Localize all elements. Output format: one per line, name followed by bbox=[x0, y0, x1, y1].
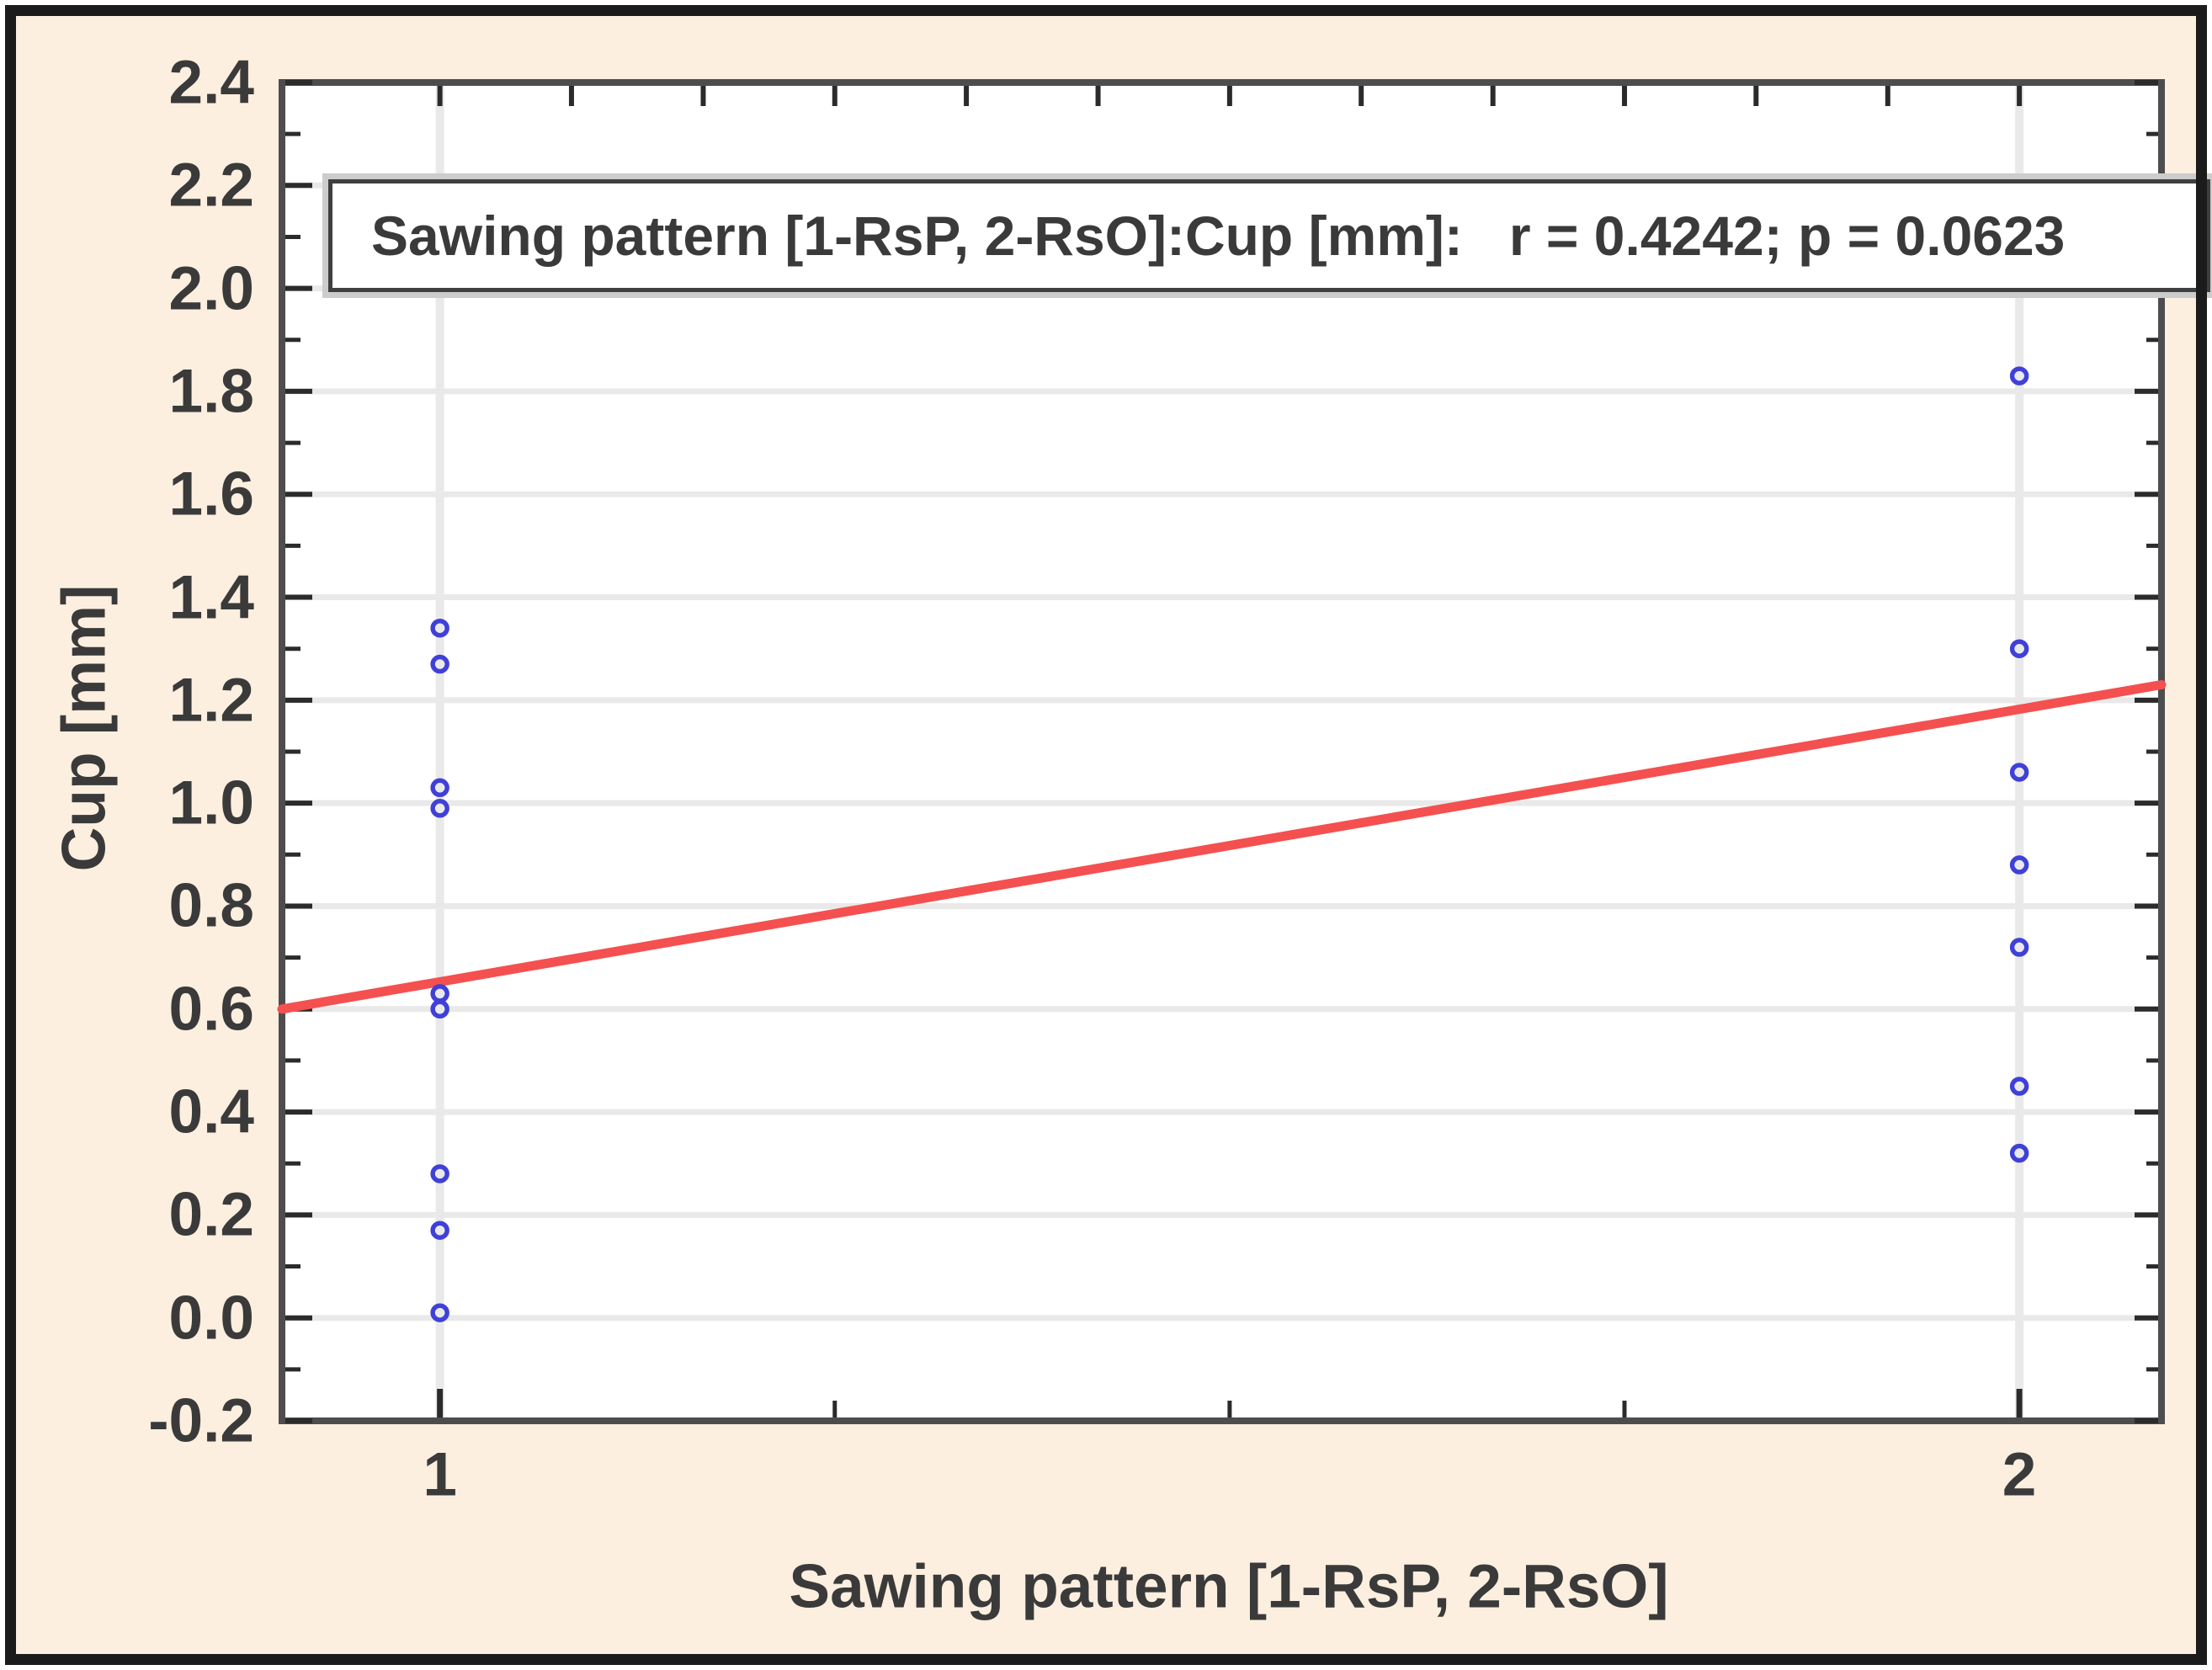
plot-area bbox=[279, 79, 2165, 1424]
data-point bbox=[2009, 938, 2029, 957]
y-tick-label: 0.6 bbox=[168, 975, 254, 1044]
y-axis-title: Cup [mm] bbox=[50, 584, 119, 872]
data-point bbox=[2009, 1143, 2029, 1163]
x-tick-label: 2 bbox=[2002, 1440, 2037, 1509]
data-point bbox=[430, 618, 449, 638]
data-point bbox=[2009, 366, 2029, 386]
data-point bbox=[2009, 855, 2029, 875]
y-tick-label: 0.0 bbox=[168, 1284, 254, 1353]
y-tick-label: 0.4 bbox=[168, 1077, 254, 1146]
y-tick-label: 2.0 bbox=[168, 254, 254, 323]
data-point bbox=[430, 654, 449, 674]
data-point bbox=[2009, 763, 2029, 782]
regression-line bbox=[277, 680, 2167, 1014]
y-tick-label: 1.8 bbox=[168, 357, 254, 426]
y-tick-label: 1.6 bbox=[168, 460, 254, 529]
data-point bbox=[430, 1303, 449, 1322]
y-tick-label: 1.2 bbox=[168, 666, 254, 735]
y-tick-label: 2.4 bbox=[168, 48, 254, 117]
title-text: Sawing pattern [1-RsP, 2-RsO]:Cup [mm]: … bbox=[371, 205, 2066, 267]
x-tick-label: 1 bbox=[423, 1440, 457, 1509]
x-axis-title: Sawing pattern [1-RsP, 2-RsO] bbox=[789, 1552, 1669, 1621]
data-point bbox=[430, 799, 449, 818]
data-point bbox=[430, 1221, 449, 1240]
y-tick-label: 2.2 bbox=[168, 151, 254, 220]
data-point bbox=[430, 1164, 449, 1183]
title-box: Sawing pattern [1-RsP, 2-RsO]:Cup [mm]: … bbox=[328, 179, 2210, 292]
y-tick-label: -0.2 bbox=[148, 1386, 254, 1455]
data-point bbox=[430, 778, 449, 798]
y-tick-label: 1.0 bbox=[168, 769, 254, 838]
data-point bbox=[2009, 1077, 2029, 1096]
data-point bbox=[430, 999, 449, 1019]
y-tick-label: 0.8 bbox=[168, 871, 254, 940]
y-tick-label: 0.2 bbox=[168, 1180, 254, 1249]
y-tick-label: 1.4 bbox=[168, 563, 254, 632]
data-point bbox=[2009, 639, 2029, 658]
